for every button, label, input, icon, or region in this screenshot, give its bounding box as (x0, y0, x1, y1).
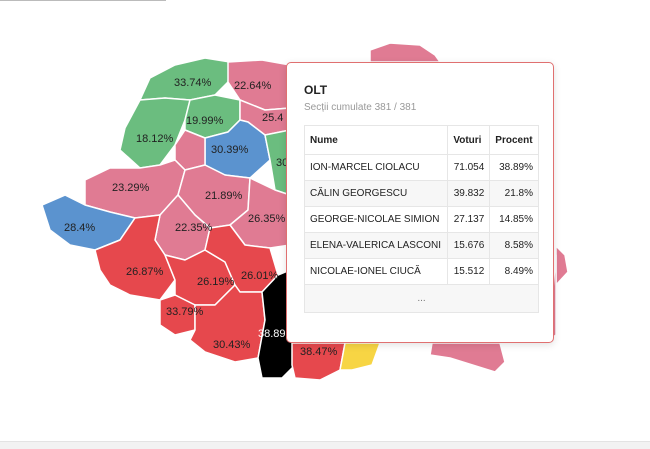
map-label-dolj: 30.43% (213, 339, 251, 351)
county-teleorman[interactable] (291, 329, 346, 381)
column-header-votes: Voturi (447, 125, 491, 155)
map-label-timis: 28.4% (64, 222, 95, 234)
map-label-botosani: 25.4 (262, 112, 283, 124)
map-label-neamt: 30 (276, 157, 288, 169)
map-label-sibiu: 21.89% (205, 190, 243, 202)
table-header-row: Nume Voturi Procent (303, 125, 539, 155)
tooltip-subtitle: Secții cumulate 381 / 381 (304, 102, 417, 113)
results-table: Nume Voturi Procent ION-MARCEL CIOLACU 7… (303, 125, 539, 313)
table-row: CĂLIN GEORGESCU 39.832 21.8% (303, 180, 539, 207)
column-header-percent: Procent (489, 125, 539, 155)
top-divider (0, 0, 166, 1)
map-label-olt: 38.89 (258, 328, 286, 340)
more-results-ellipsis: ... (304, 284, 539, 313)
map-label-arges: 26.01% (241, 270, 279, 282)
county-constanta[interactable] (429, 342, 506, 373)
county-olt[interactable] (257, 269, 296, 379)
candidate-percent: 8.58% (489, 232, 539, 259)
candidate-percent: 14.85% (489, 206, 539, 233)
candidate-name: ION-MARCEL CIOLACU (303, 154, 449, 181)
candidate-name: NICOLAE-IONEL CIUCĂ (303, 258, 449, 285)
map-label-maramures: 33.74% (174, 77, 212, 89)
candidate-percent: 21.8% (489, 180, 539, 207)
county-tooltip: OLT Secții cumulate 381 / 381 Nume Votur… (286, 62, 554, 343)
map-label-bistrita: 19.99% (186, 115, 224, 127)
candidate-name: ELENA-VALERICA LASCONI (303, 232, 449, 259)
candidate-percent: 8.49% (489, 258, 539, 285)
table-row: ELENA-VALERICA LASCONI 15.676 8.58% (303, 232, 539, 259)
map-label-mures: 30.39% (211, 144, 249, 156)
map-label-teleorman: 38.47% (300, 346, 338, 358)
map-label-valcea: 26.19% (197, 276, 235, 288)
table-row: NICOLAE-IONEL CIUCĂ 15.512 8.49% (303, 258, 539, 285)
map-label-salaj: 18.12% (136, 133, 174, 145)
table-row: ION-MARCEL CIOLACU 71.054 38.89% (303, 154, 539, 181)
county-giurgiu[interactable] (339, 342, 381, 371)
table-more-row: ... (304, 284, 539, 313)
tooltip-title: OLT (304, 83, 328, 97)
map-label-mehedinti: 33.79% (166, 306, 204, 318)
candidate-votes: 71.054 (447, 154, 491, 181)
map-label-bihor: 23.29% (112, 182, 150, 194)
map-label-covasna: 26.35% (248, 213, 286, 225)
candidate-name: GEORGE-NICOLAE SIMION (303, 206, 449, 233)
candidate-votes: 15.512 (447, 258, 491, 285)
candidate-votes: 27.137 (447, 206, 491, 233)
candidate-name: CĂLIN GEORGESCU (303, 180, 449, 207)
bottom-bar (0, 441, 650, 449)
column-header-name: Nume (303, 125, 449, 155)
county-salaj[interactable] (119, 97, 191, 169)
map-label-hunedoara: 22.35% (175, 222, 213, 234)
candidate-votes: 39.832 (447, 180, 491, 207)
table-row: GEORGE-NICOLAE SIMION 27.137 14.85% (303, 206, 539, 233)
county-botosani[interactable] (369, 42, 441, 63)
candidate-votes: 15.676 (447, 232, 491, 259)
county-tulcea[interactable] (554, 244, 569, 286)
map-label-suceava: 22.64% (234, 80, 272, 92)
map-label-caras: 26.87% (126, 266, 164, 278)
candidate-percent: 38.89% (489, 154, 539, 181)
